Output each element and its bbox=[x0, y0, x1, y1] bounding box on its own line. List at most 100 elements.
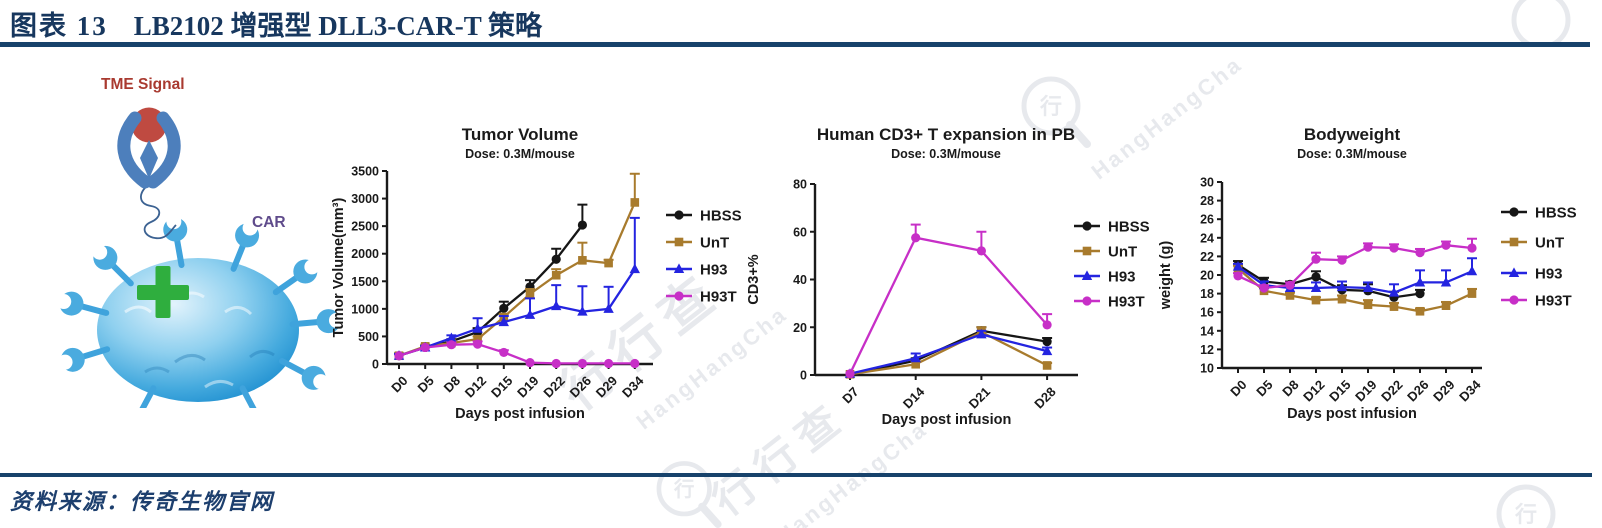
legend-label: UnT bbox=[700, 235, 729, 252]
y-tick-label: 28 bbox=[1200, 194, 1214, 208]
series-marker bbox=[1509, 295, 1519, 305]
y-tick-label: 20 bbox=[1200, 269, 1214, 283]
y-tick-label: 22 bbox=[1200, 250, 1214, 264]
series-marker bbox=[845, 369, 855, 379]
receptor-cup-notch bbox=[313, 374, 329, 390]
series-h93 bbox=[393, 216, 640, 360]
x-tick-label: D0 bbox=[388, 373, 410, 395]
receptor-cup-notch bbox=[304, 259, 320, 275]
y-tick-label: 3500 bbox=[351, 165, 379, 179]
series-marker bbox=[1415, 248, 1425, 258]
series-marker bbox=[525, 289, 535, 299]
x-tick-label: D34 bbox=[1456, 377, 1484, 405]
y-tick-label: 1500 bbox=[351, 275, 379, 289]
series-unt bbox=[845, 326, 1053, 379]
y-axis-title: Tumor Volume(mm³) bbox=[331, 198, 347, 338]
series-marker bbox=[1337, 255, 1347, 265]
series-marker bbox=[673, 263, 685, 273]
x-tick-label: D15 bbox=[488, 373, 515, 400]
source-note: 资料来源：传奇生物官网 bbox=[10, 484, 274, 516]
watermark-logo-icon: 行 bbox=[1496, 484, 1556, 528]
legend-label: H93 bbox=[700, 262, 728, 279]
y-tick-label: 0 bbox=[372, 358, 379, 372]
series-marker bbox=[394, 351, 404, 361]
series-marker bbox=[577, 358, 587, 369]
receptor-cup-notch bbox=[57, 354, 73, 370]
series-marker bbox=[1081, 270, 1093, 280]
series-line bbox=[1237, 244, 1473, 290]
source-value: 传奇生物官网 bbox=[130, 489, 275, 514]
x-tick-label: D28 bbox=[1031, 384, 1058, 411]
chart-subtitle: Dose: 0.3M/mouse bbox=[891, 147, 1001, 161]
x-tick-label: D8 bbox=[441, 373, 463, 395]
y-tick-label: 16 bbox=[1200, 306, 1214, 320]
receptor-cup-notch bbox=[56, 294, 72, 310]
x-tick-label: D26 bbox=[1404, 377, 1431, 404]
series-marker bbox=[524, 309, 536, 319]
series-marker bbox=[472, 323, 483, 333]
y-tick-label: 24 bbox=[1200, 231, 1214, 245]
series-marker bbox=[1310, 282, 1322, 293]
series-marker bbox=[1441, 301, 1451, 310]
y-tick-label: 30 bbox=[1200, 176, 1214, 190]
tumor-volume-chart: Tumor Volume Dose: 0.3M/mouse 0 500 1000 1500… bbox=[331, 125, 742, 422]
series-h93t bbox=[845, 223, 1053, 379]
x-axis-title: Days post infusion bbox=[455, 406, 585, 422]
series-marker bbox=[473, 339, 483, 349]
legend-label: HBSS bbox=[1108, 219, 1150, 236]
series-marker bbox=[551, 300, 562, 311]
series-marker bbox=[1509, 207, 1519, 217]
series-marker bbox=[604, 358, 614, 369]
series-marker bbox=[1232, 261, 1244, 271]
y-tick-label: 3000 bbox=[351, 192, 379, 206]
header-divider bbox=[0, 42, 1590, 47]
series-marker bbox=[629, 263, 640, 274]
series-marker bbox=[420, 342, 430, 353]
x-tick-label: D19 bbox=[514, 373, 541, 400]
y-tick-label: 80 bbox=[793, 178, 807, 192]
y-tick-label: 26 bbox=[1200, 213, 1214, 227]
x-tick-label: D8 bbox=[1279, 377, 1301, 399]
series-marker bbox=[911, 233, 921, 243]
series-marker bbox=[630, 198, 640, 207]
y-tick-label: 1000 bbox=[351, 302, 379, 316]
series-marker bbox=[1509, 237, 1519, 247]
x-tick-label: D12 bbox=[462, 373, 489, 400]
chart-legend: HBSS UnT H93 H93T bbox=[1074, 219, 1150, 311]
series-marker bbox=[674, 237, 684, 247]
series-line bbox=[398, 201, 636, 357]
x-tick-label: D26 bbox=[567, 373, 594, 400]
series-line bbox=[848, 236, 1048, 375]
series-marker bbox=[1285, 280, 1295, 290]
series-hbss bbox=[394, 203, 588, 361]
series-marker bbox=[1441, 240, 1451, 250]
series-h93t bbox=[1233, 237, 1477, 293]
receptor-cup-notch bbox=[242, 220, 258, 236]
x-tick-label: D19 bbox=[1352, 377, 1379, 404]
series-marker bbox=[578, 256, 587, 265]
y-tick-label: 0 bbox=[800, 369, 807, 383]
series-line bbox=[1237, 267, 1473, 313]
legend-label: H93T bbox=[700, 289, 737, 306]
series-marker bbox=[1311, 295, 1321, 305]
receptor-cup-notch bbox=[328, 312, 344, 328]
series-marker bbox=[1042, 361, 1052, 370]
x-tick-label: D5 bbox=[414, 373, 436, 395]
watermark-logo-icon: 行 bbox=[656, 461, 722, 528]
x-tick-label: D0 bbox=[1227, 377, 1249, 399]
y-tick-label: 2000 bbox=[351, 247, 379, 261]
x-tick-label: D14 bbox=[900, 384, 928, 412]
series-marker bbox=[630, 358, 640, 369]
page-title: LB2102 增强型 DLL3-CAR-T 策略 bbox=[133, 11, 543, 41]
watermark-logo-icon bbox=[1511, 0, 1571, 45]
series-marker bbox=[525, 358, 535, 368]
series-marker bbox=[1082, 246, 1092, 256]
y-tick-label: 18 bbox=[1200, 287, 1214, 301]
x-axis-title: Days post infusion bbox=[1287, 406, 1417, 422]
series-marker bbox=[551, 358, 561, 369]
legend-label: H93 bbox=[1108, 269, 1136, 286]
series-h93 bbox=[1232, 257, 1478, 297]
series-marker bbox=[1042, 320, 1052, 330]
x-tick-label: D5 bbox=[1253, 377, 1275, 399]
